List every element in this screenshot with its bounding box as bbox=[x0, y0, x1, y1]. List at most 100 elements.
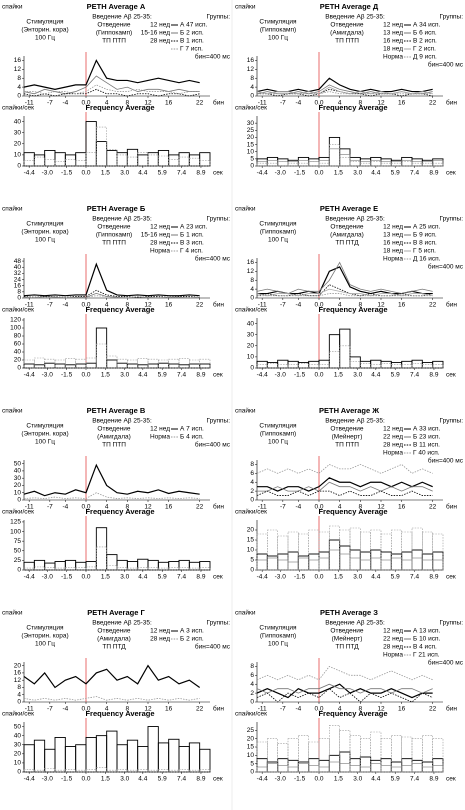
legend-label: Г 21 исп. bbox=[413, 652, 440, 659]
x-tick-label: 5.9 bbox=[158, 574, 167, 581]
y-tick-label: 10 bbox=[247, 752, 255, 759]
x-tick-label: -11 bbox=[258, 302, 267, 309]
bin-note: бин=400 мс bbox=[195, 53, 231, 61]
x-tick-label: -4.4 bbox=[24, 170, 36, 177]
x-tick-label: 0.0 bbox=[314, 504, 323, 511]
histogram-bar bbox=[329, 525, 340, 571]
x-tick-label: 8.9 bbox=[429, 776, 438, 783]
y-tick-label: 8 bbox=[250, 663, 254, 670]
x-tick-label: 1.5 bbox=[101, 776, 110, 783]
recording-note: ТП ПТП bbox=[102, 240, 126, 247]
legend-cohort: 16 нед bbox=[383, 38, 403, 45]
histogram-bar bbox=[75, 358, 87, 369]
y-axis-label: спайки bbox=[2, 407, 23, 415]
histogram-bar bbox=[34, 156, 45, 167]
legend-cohort: 18 нед bbox=[383, 248, 403, 255]
x-tick-label: 4 bbox=[105, 302, 109, 309]
histogram-bar bbox=[267, 363, 278, 369]
x-tick-label: -7 bbox=[280, 100, 286, 107]
x-tick-label: 22 bbox=[196, 100, 204, 107]
x-tick-label: 3.0 bbox=[120, 574, 129, 581]
legend-cohort: 15-16 нед bbox=[141, 232, 170, 239]
y-tick-label: 20 bbox=[247, 134, 255, 141]
histogram-bar bbox=[106, 565, 118, 571]
x-tick-label: -4 bbox=[62, 100, 68, 107]
x-tick-label: 4.4 bbox=[371, 170, 380, 177]
y-axis-label: спайки bbox=[235, 609, 256, 617]
chart-title: PETH Average Г bbox=[87, 608, 145, 617]
x-tick-label: -4 bbox=[62, 504, 68, 511]
chart-title: PETH Average З bbox=[320, 608, 378, 617]
x-tick-label: -4 bbox=[295, 100, 301, 107]
stimulation-note: (Энторин. кора) bbox=[21, 229, 68, 236]
stimulation-note: (Энторин. кора) bbox=[21, 633, 68, 640]
histogram-bar bbox=[308, 161, 320, 167]
legend-cohort: Норма bbox=[383, 54, 403, 61]
x-unit-label: бин bbox=[446, 301, 457, 309]
x-tick-label: 3.0 bbox=[353, 372, 362, 379]
injection-note: Введение Aβ 25-35: bbox=[325, 418, 385, 425]
x-tick-label: 7.4 bbox=[410, 372, 419, 379]
histogram-bar bbox=[85, 566, 97, 571]
x-tick-label: -7 bbox=[280, 706, 286, 713]
x-tick-label: -7 bbox=[47, 100, 53, 107]
legend-cohort: Норма bbox=[383, 652, 403, 659]
x-tick-label: 12 bbox=[144, 706, 152, 713]
series-line bbox=[256, 683, 433, 694]
y-tick-label: 0 bbox=[250, 699, 254, 706]
x-tick-label: 8.9 bbox=[196, 776, 205, 783]
histogram-bar bbox=[370, 161, 382, 167]
histogram-bar bbox=[199, 768, 211, 773]
y-tick-label: 15 bbox=[247, 537, 255, 544]
x-tick-label: 0.0 bbox=[81, 100, 90, 107]
x-tick-label: 22 bbox=[196, 706, 204, 713]
x-tick-label: 22 bbox=[196, 504, 204, 511]
chart-title: Frequency Average bbox=[318, 103, 387, 112]
stimulation-note: Стимуляция bbox=[26, 19, 64, 26]
y-tick-label: 16 bbox=[14, 282, 22, 289]
x-tick-label: 4 bbox=[105, 706, 109, 713]
y-tick-label: 30 bbox=[247, 120, 255, 127]
histogram-bar bbox=[199, 561, 211, 571]
x-tick-label: 8.9 bbox=[429, 574, 438, 581]
chart-title: PETH Average Б bbox=[87, 204, 146, 213]
series-line bbox=[23, 664, 201, 689]
y-tick-label: 5 bbox=[250, 557, 254, 564]
injection-note: Введение Aβ 25-35: bbox=[92, 418, 152, 425]
legend-cohort: 12 нед bbox=[150, 224, 170, 231]
recording-note: ТП ПТП bbox=[335, 38, 359, 45]
x-tick-label: 4.4 bbox=[371, 776, 380, 783]
histogram-bar bbox=[127, 359, 138, 369]
x-tick-label: -1.5 bbox=[294, 170, 306, 177]
x-tick-label: 0.0 bbox=[314, 170, 323, 177]
chart-title: Frequency Average bbox=[85, 507, 154, 516]
x-unit-label: сек bbox=[446, 574, 456, 581]
legend-label: В 3 исп. bbox=[180, 240, 204, 247]
histogram-bar bbox=[96, 767, 107, 773]
x-tick-label: -11 bbox=[258, 504, 267, 511]
y-tick-label: 48 bbox=[14, 258, 22, 265]
histogram-bar bbox=[349, 735, 361, 773]
chart-title: PETH Average Е bbox=[320, 204, 378, 213]
x-tick-label: 1.5 bbox=[334, 170, 343, 177]
x-unit-label: сек bbox=[446, 170, 456, 177]
x-tick-label: -4.4 bbox=[257, 776, 269, 783]
x-tick-label: -11 bbox=[25, 504, 34, 511]
y-tick-label: 20 bbox=[14, 357, 22, 364]
y-tick-label: 40 bbox=[14, 118, 22, 125]
legend-label: Г 5 исп. bbox=[413, 248, 436, 255]
y-tick-label: 40 bbox=[247, 320, 255, 327]
histogram-bar bbox=[411, 527, 423, 571]
groups-label: Группы: bbox=[207, 418, 231, 425]
x-tick-label: 8 bbox=[359, 504, 363, 511]
x-tick-label: -1.5 bbox=[61, 372, 73, 379]
x-tick-label: 22 bbox=[429, 706, 437, 713]
x-tick-label: 4 bbox=[338, 302, 342, 309]
histogram-bar bbox=[178, 358, 190, 369]
x-tick-label: 1.5 bbox=[101, 574, 110, 581]
x-tick-label: 16 bbox=[398, 302, 406, 309]
y-tick-label: 12 bbox=[14, 66, 22, 73]
y-tick-label: 20 bbox=[14, 140, 22, 147]
stimulation-note: Стимуляция bbox=[26, 625, 64, 632]
chart-title: PETH Average Д bbox=[320, 2, 379, 11]
